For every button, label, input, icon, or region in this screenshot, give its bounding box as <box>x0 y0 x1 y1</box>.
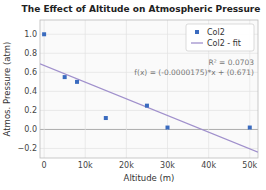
grid-line <box>40 53 258 54</box>
plot-frame <box>40 20 258 158</box>
legend-label: Col2 <box>207 28 225 37</box>
y-tick-label: 0.0 <box>24 125 37 134</box>
fit-line <box>40 64 258 152</box>
grid-line <box>126 20 127 158</box>
legend-label: Col2 - fit <box>207 39 241 48</box>
x-tick-label: 10k <box>78 161 93 170</box>
point <box>166 126 170 130</box>
legend: Col2 Col2 - fit <box>186 24 254 51</box>
grid-line <box>85 20 86 158</box>
point <box>42 32 46 36</box>
y-tick-label: 1.0 <box>24 30 37 39</box>
y-tick-label: 0.8 <box>24 49 37 58</box>
y-tick-label: 0.4 <box>24 87 37 96</box>
legend-box <box>186 24 254 51</box>
x-tick-label: 40k <box>201 161 216 170</box>
point <box>63 75 67 79</box>
grid <box>40 20 258 158</box>
x-tick-label: 30k <box>160 161 175 170</box>
point <box>248 126 252 130</box>
grid-line <box>44 20 45 158</box>
annotation: f(x) = (-0.0000175)*x + (0.671) <box>134 68 254 77</box>
point <box>145 104 149 108</box>
x-tick-label: 0 <box>42 161 47 170</box>
y-axis-label: Atmos. Pressure (atm) <box>2 42 12 137</box>
y-tick-label: 0.6 <box>24 68 37 77</box>
legend-swatch <box>195 30 199 34</box>
point <box>104 116 108 120</box>
x-tick-label: 20k <box>119 161 134 170</box>
grid-line <box>40 91 258 92</box>
zero-line <box>40 129 258 130</box>
annotation: R² = 0.0703 <box>208 58 254 67</box>
x-tick-label: 50k <box>242 161 257 170</box>
y-tick-label: −0.2 <box>18 144 37 153</box>
x-axis-label: Altitude (m) <box>124 173 175 183</box>
point <box>75 80 79 84</box>
chart: −0.2 0.0 0.2 0.4 0.6 0.8 1.0 0 10k 20k 30k 40k 50k Co… <box>0 0 266 190</box>
legend-swatch <box>191 42 203 43</box>
grid-line <box>40 148 258 149</box>
plot-area <box>40 20 258 158</box>
grid-line <box>40 110 258 111</box>
grid-line <box>167 20 168 158</box>
title: The Effect of Altitude on Atmospheric Pr… <box>22 4 261 14</box>
y-tick-label: 0.2 <box>24 106 37 115</box>
